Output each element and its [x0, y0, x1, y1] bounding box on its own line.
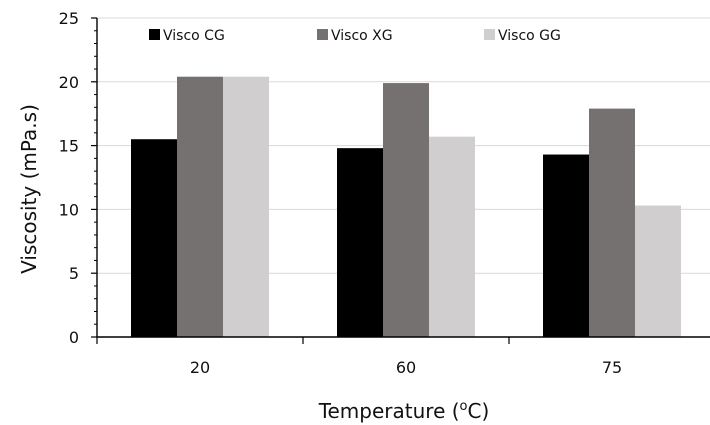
bar	[383, 83, 429, 338]
bar	[337, 148, 383, 337]
bar	[635, 205, 681, 337]
legend-swatch	[484, 29, 495, 40]
x-axis-title: Temperature (oC)	[318, 399, 490, 423]
y-tick-label: 5	[69, 264, 79, 283]
bar	[543, 154, 589, 337]
legend-swatch	[317, 29, 328, 40]
y-tick-label: 10	[59, 200, 79, 219]
y-axis-title: Viscosity (mPa.s)	[17, 104, 41, 274]
y-tick-label: 25	[59, 9, 79, 28]
bar	[177, 76, 223, 338]
legend: Visco CG Visco XG Visco GG	[149, 28, 561, 44]
bar	[223, 76, 269, 338]
x-tick-label: 75	[602, 358, 622, 377]
legend-label: Visco XG	[331, 28, 393, 44]
legend-label: Visco GG	[498, 28, 561, 44]
y-tick-label: 20	[59, 73, 79, 92]
degree-superscript: o	[460, 399, 468, 414]
axes	[91, 17, 710, 344]
x-axis-title-unit: C)	[468, 399, 490, 423]
bar-group	[131, 76, 681, 338]
x-tick-label: 20	[190, 358, 210, 377]
legend-swatch	[149, 29, 160, 40]
y-tick-label: 15	[59, 137, 79, 156]
bar	[131, 139, 177, 337]
bar	[589, 108, 635, 337]
y-tick-labels: 0 5 10 15 20 25	[59, 9, 79, 347]
x-tick-labels: 20 60 75	[190, 358, 622, 377]
y-tick-label: 0	[69, 328, 79, 347]
bar	[429, 136, 475, 337]
x-tick-label: 60	[396, 358, 416, 377]
legend-label: Visco CG	[163, 28, 225, 44]
x-axis-title-text: Temperature (	[318, 399, 460, 423]
